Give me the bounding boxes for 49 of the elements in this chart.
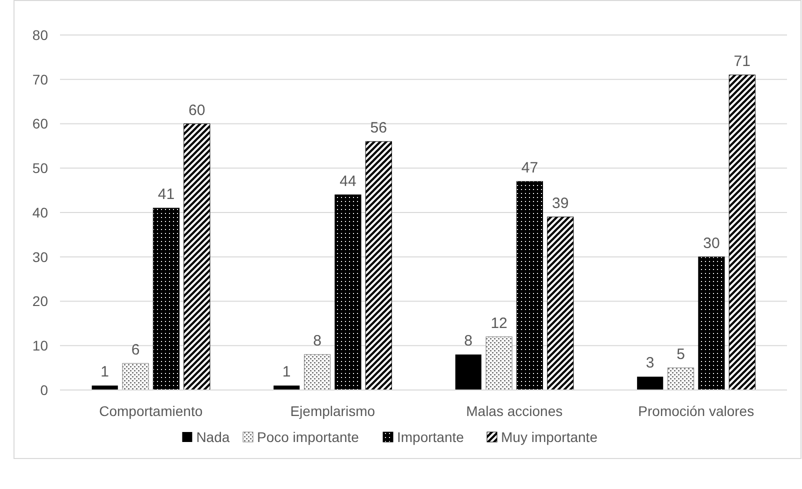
data-label: 39	[552, 194, 569, 212]
y-tick-label: 20	[32, 293, 48, 310]
bar	[274, 386, 300, 390]
bar	[152, 208, 180, 390]
data-label: 6	[131, 341, 140, 358]
data-label: 60	[188, 102, 206, 119]
x-tick-label: Malas acciones	[466, 403, 563, 419]
y-tick-label: 80	[32, 26, 48, 43]
data-label: 71	[734, 52, 750, 70]
legend-label: Muy importante	[501, 428, 598, 445]
bar	[455, 354, 482, 390]
bar	[516, 181, 544, 390]
bar	[637, 376, 664, 390]
data-label: 41	[158, 186, 175, 204]
data-label: 8	[464, 332, 473, 350]
bar	[334, 194, 362, 390]
data-label: 1	[100, 364, 110, 381]
y-tick-label: 50	[32, 160, 48, 176]
data-label: 56	[370, 120, 387, 136]
legend-label: Importante	[397, 428, 464, 445]
bar	[547, 216, 574, 390]
y-tick-label: 60	[32, 116, 48, 132]
data-label: 3	[646, 354, 654, 372]
x-tick-label: Ejemplarismo	[290, 403, 376, 419]
data-label: 5	[676, 346, 685, 363]
y-tick-label: 10	[32, 338, 48, 354]
bar	[365, 141, 392, 390]
bar	[728, 74, 756, 390]
x-tick-label: Promoción valores	[638, 403, 754, 419]
data-label: 12	[490, 314, 508, 332]
data-label: 47	[521, 159, 538, 176]
data-label: 8	[313, 332, 322, 350]
legend-label: Poco importante	[257, 428, 360, 445]
bar	[698, 256, 725, 390]
y-tick-label: 70	[32, 71, 48, 88]
y-tick-label: 30	[32, 248, 48, 265]
bar	[486, 336, 512, 390]
bar	[184, 124, 210, 390]
bar	[122, 363, 149, 390]
bar	[92, 386, 118, 390]
data-label: 44	[340, 172, 356, 190]
bar	[667, 368, 694, 390]
data-label: 30	[703, 234, 720, 252]
bar	[304, 354, 331, 390]
legend-label: Nada	[196, 428, 230, 445]
x-tick-label: Comportamiento	[99, 403, 203, 419]
y-tick-label: 40	[32, 204, 48, 220]
y-tick-label: 0	[40, 382, 48, 398]
data-label: 1	[282, 364, 291, 381]
